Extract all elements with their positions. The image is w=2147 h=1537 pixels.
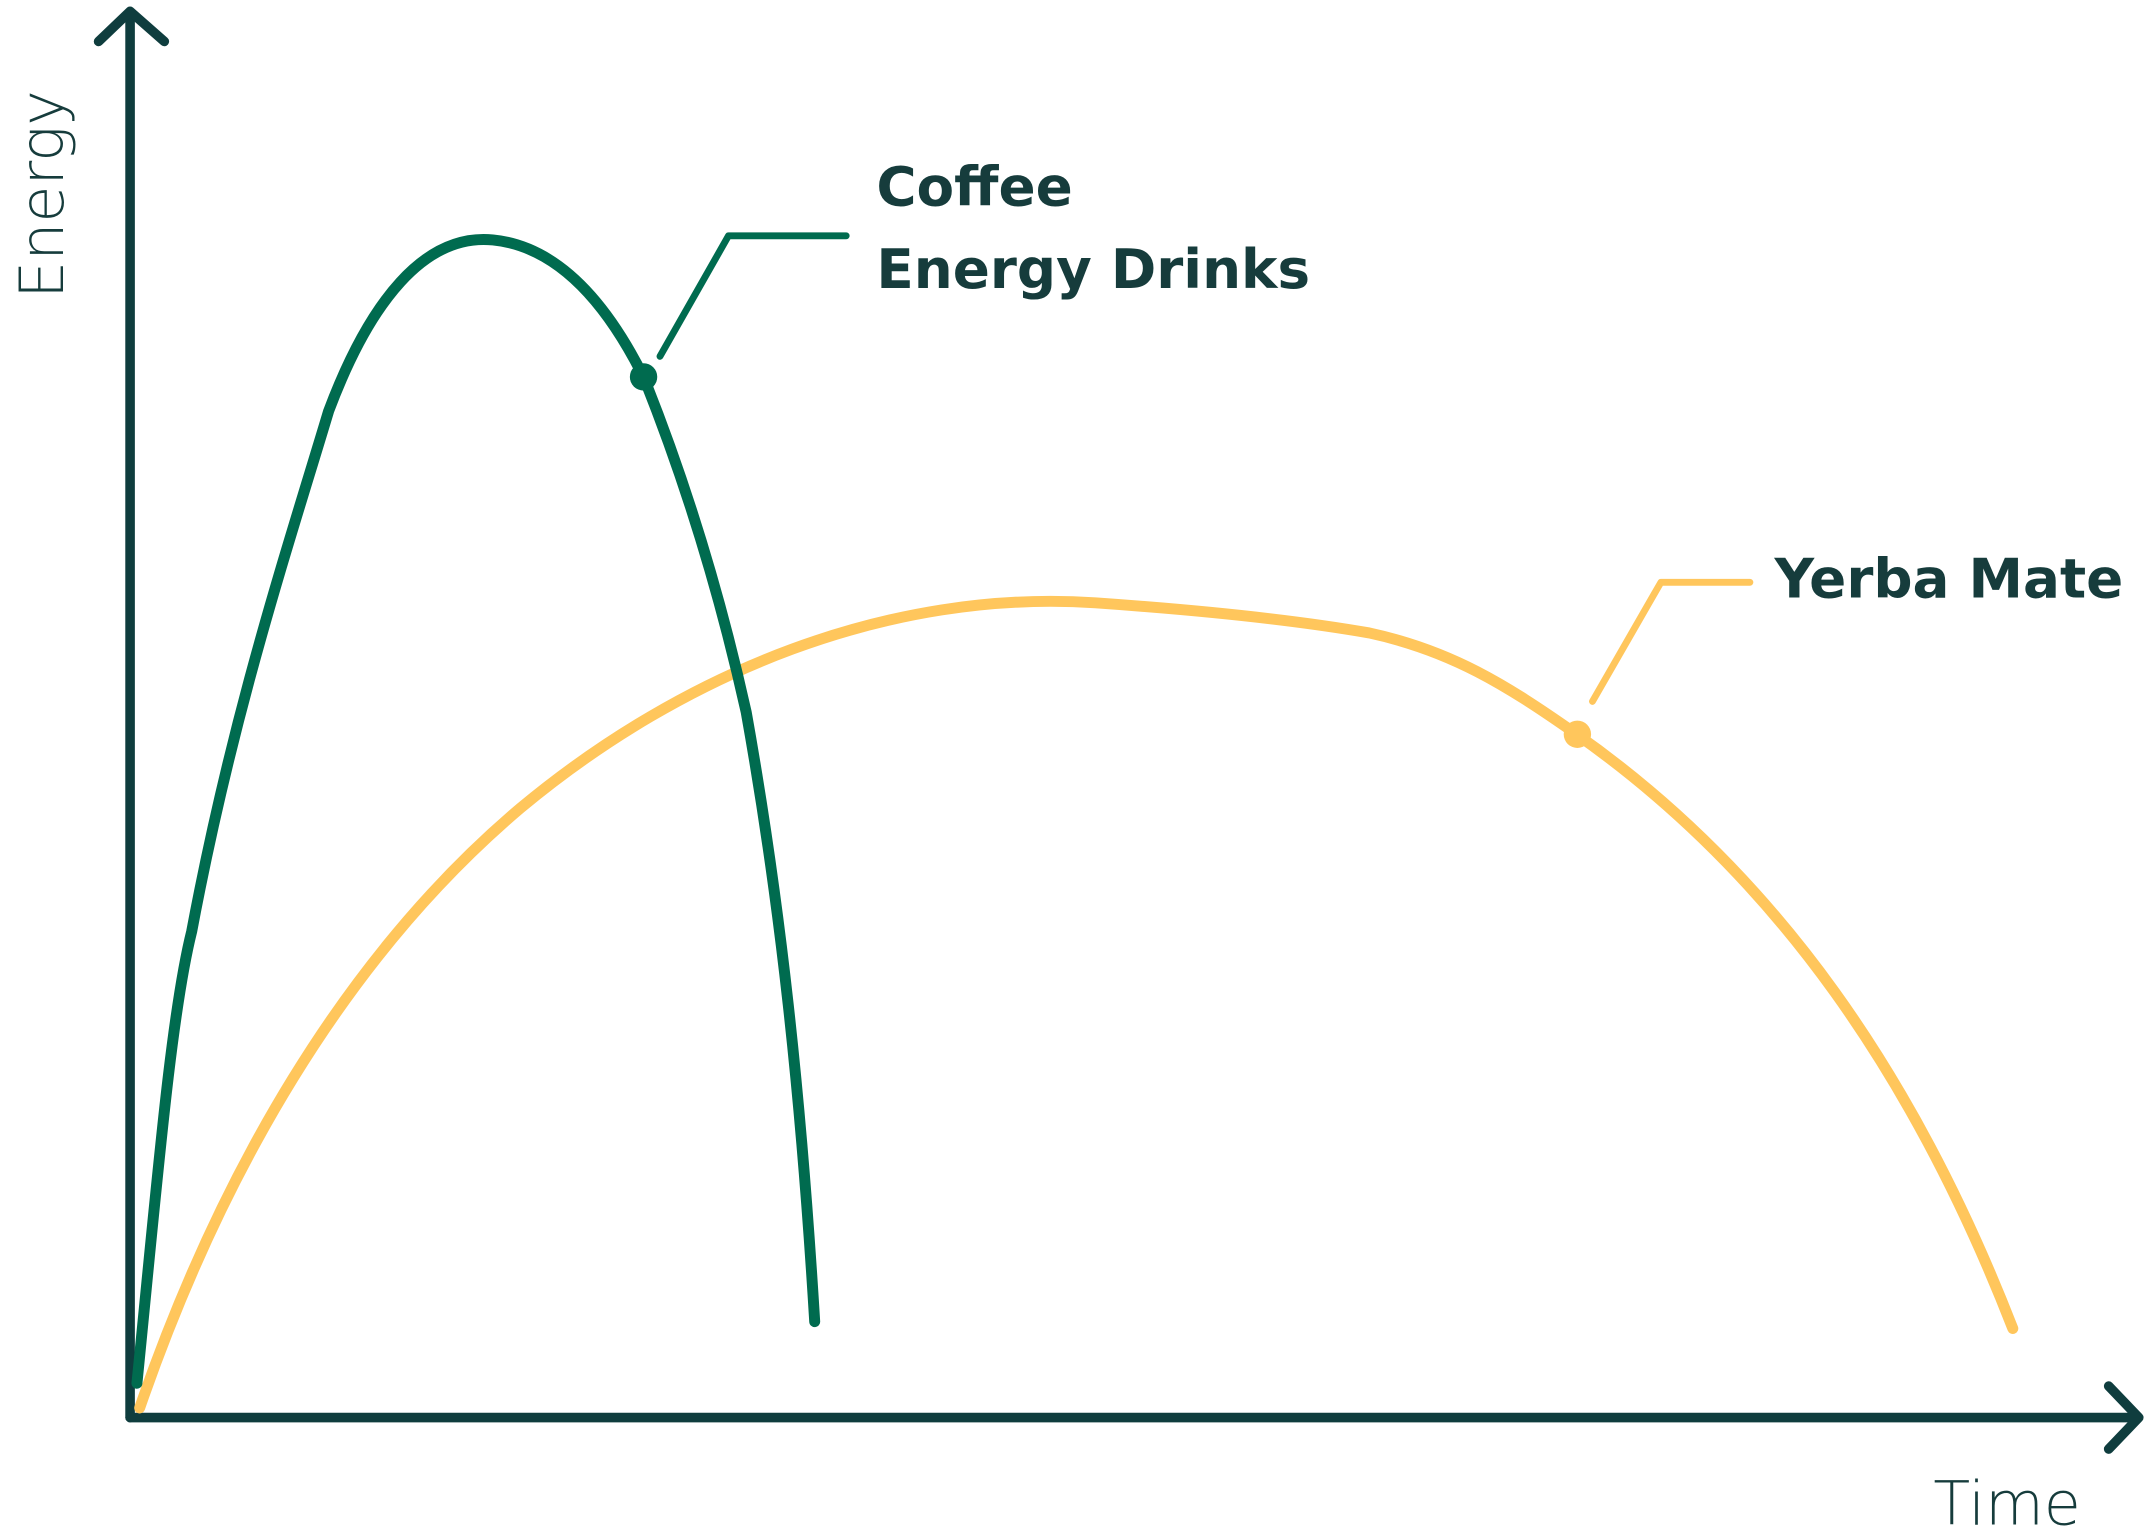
y-axis-label: Energy bbox=[8, 90, 78, 299]
coffee-curve bbox=[131, 234, 821, 1389]
y-arrow bbox=[93, 6, 170, 47]
x-arrow bbox=[2103, 1381, 2144, 1454]
x-axis-label: Time bbox=[1933, 1469, 2080, 1537]
yerba-dot bbox=[1563, 720, 1592, 748]
yerba-mate-curve bbox=[134, 595, 2019, 1414]
axes bbox=[93, 6, 2144, 1454]
coffee-dot bbox=[629, 363, 658, 391]
curve-label: Yerba Mate bbox=[1774, 546, 2124, 610]
coffee-leader bbox=[656, 232, 850, 360]
curve-label: Coffee bbox=[876, 155, 1072, 219]
curve-label: Energy Drinks bbox=[876, 237, 1310, 301]
yerba-leader bbox=[1589, 578, 1754, 705]
